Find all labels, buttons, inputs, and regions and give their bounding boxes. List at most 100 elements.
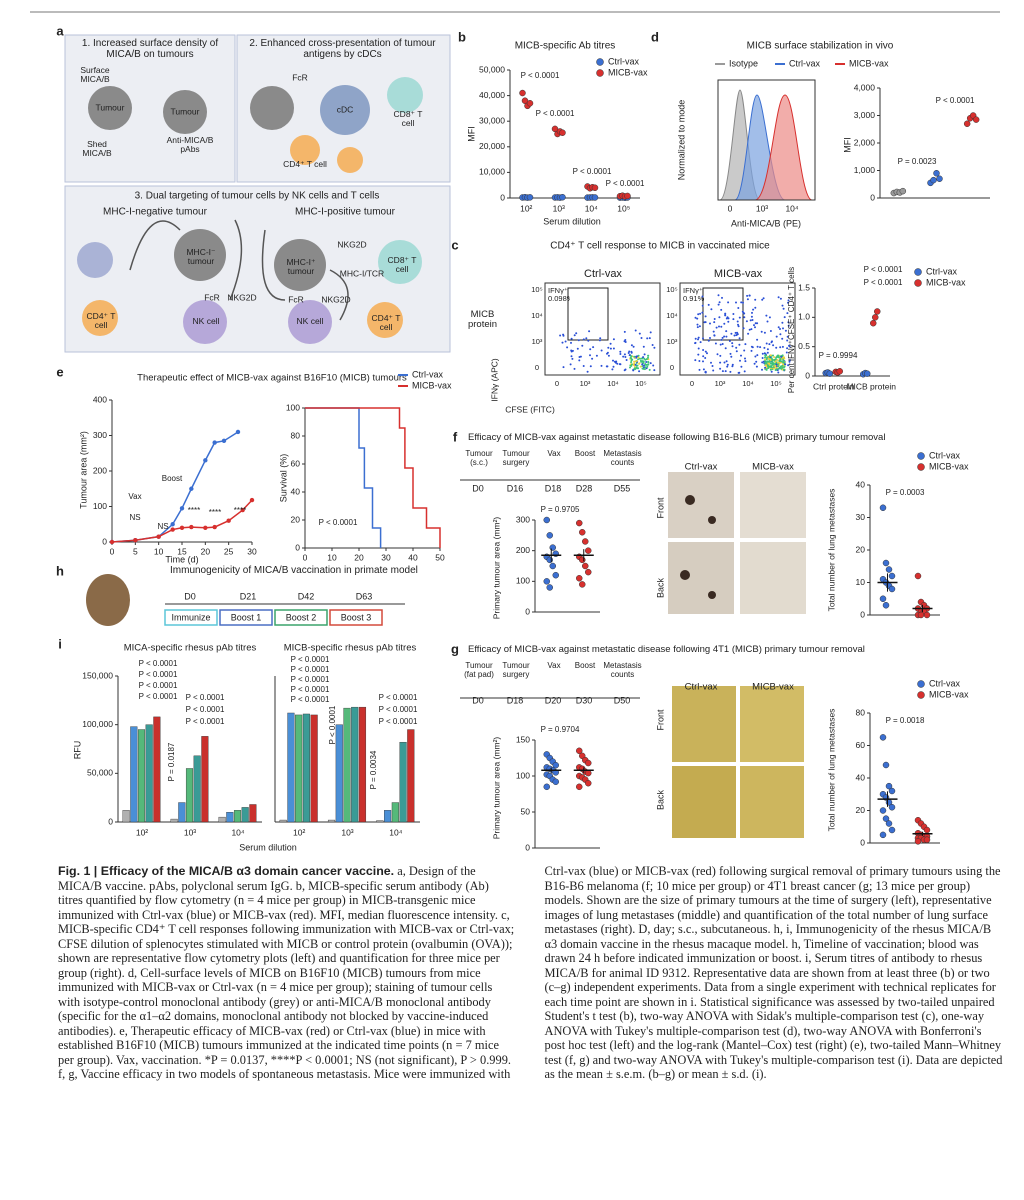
panel-label: h — [56, 563, 64, 578]
event-dot — [787, 321, 790, 324]
label: Normalized to mode — [676, 100, 686, 181]
nk-cell — [183, 300, 227, 344]
event-dot — [718, 301, 721, 304]
event-dot — [746, 298, 749, 301]
legend-marker — [917, 680, 925, 688]
label: MHC-I/TCR — [340, 268, 384, 278]
event-dot — [777, 365, 780, 368]
event-dot — [781, 337, 784, 340]
event-dot — [751, 319, 754, 321]
data-point — [546, 556, 553, 564]
event-dot — [762, 297, 765, 300]
event-dot — [704, 315, 707, 318]
text-box: CD8⁺ T cell — [394, 110, 423, 128]
event-dot — [781, 304, 784, 307]
label: MICB-vax — [714, 268, 763, 280]
label: D50 — [614, 695, 631, 705]
legend-label: MICB-vax — [929, 689, 969, 699]
event-dot — [714, 342, 717, 345]
event-dot — [653, 369, 656, 372]
event-dot — [731, 345, 734, 348]
event-dot — [723, 322, 726, 325]
label: 2. Enhanced cross-presentation of tumour… — [249, 38, 436, 60]
annotation: P < 0.0001 — [291, 685, 330, 694]
event-dot — [640, 357, 643, 360]
event-dot — [770, 362, 773, 365]
annotation: P < 0.0001 — [139, 692, 178, 701]
legend-marker — [596, 58, 604, 66]
data-point — [888, 585, 896, 593]
data-point — [559, 129, 566, 136]
event-dot — [607, 346, 610, 349]
event-dot — [764, 356, 766, 359]
bar — [407, 729, 415, 823]
bar — [295, 714, 303, 823]
legend-marker — [917, 463, 925, 471]
legend-label: Ctrl-vax — [929, 450, 960, 460]
metastasis — [708, 516, 716, 524]
legend-marker — [917, 691, 925, 699]
event-dot — [571, 357, 574, 360]
label: Back — [655, 789, 665, 810]
legend-label: Ctrl-vax — [926, 266, 957, 276]
x-tick-label: 10 — [154, 546, 164, 556]
data-point — [885, 782, 893, 790]
label: D18 — [507, 695, 524, 705]
text-box: Surface MICA/B — [80, 66, 109, 84]
label: Primary tumour area (mm²) — [491, 517, 501, 620]
event-dot — [609, 347, 612, 350]
event-dot — [786, 347, 789, 350]
label: FcR — [292, 72, 308, 82]
label: Efficacy of MICB-vax against metastatic … — [468, 645, 865, 655]
event-dot — [768, 316, 771, 319]
event-dot — [725, 335, 728, 338]
y-tick-label: 100 — [286, 402, 300, 412]
survival-curve — [305, 407, 441, 548]
label: D21 — [240, 591, 257, 601]
y-tick-label: 200 — [516, 545, 530, 555]
event-dot — [721, 343, 724, 345]
x-tick-label: 10⁴ — [231, 827, 244, 837]
annotation: NS — [157, 522, 168, 531]
event-dot — [698, 325, 701, 328]
event-dot — [737, 323, 739, 326]
data-point — [552, 761, 559, 769]
event-dot — [743, 312, 746, 315]
data-point — [133, 538, 138, 543]
label: Immunogenicity of MICA/B vaccination in … — [170, 565, 418, 576]
data-point — [888, 787, 896, 795]
bar — [193, 755, 201, 823]
data-point — [203, 458, 208, 463]
event-dot — [694, 316, 697, 319]
event-dot — [726, 365, 729, 368]
event-dot — [585, 337, 588, 340]
event-dot — [761, 357, 764, 359]
text-box: Immunogenicity of MICA/B vaccination in … — [170, 565, 418, 576]
text-box: 2. Enhanced cross-presentation of tumour… — [249, 38, 436, 60]
x-tick-label: 10³ — [580, 379, 591, 388]
tumour-cell — [163, 90, 207, 134]
lung-photo — [740, 766, 804, 838]
x-tick-label: 10³ — [341, 827, 353, 837]
y-tick-label: 50 — [521, 806, 531, 816]
event-dot — [771, 360, 774, 363]
label: MICB surface stabilization in vivo — [747, 41, 894, 52]
x-tick-label: 10³ — [553, 203, 565, 213]
timeline-box — [274, 609, 328, 626]
data-point — [526, 194, 534, 201]
event-dot — [569, 363, 572, 366]
event-dot — [624, 341, 627, 343]
legend-marker — [917, 452, 925, 460]
event-dot — [776, 359, 779, 361]
text-box: 1. Increased surface density of MICA/B o… — [81, 38, 219, 60]
label: Front — [655, 497, 665, 519]
event-dot — [712, 330, 715, 333]
event-dot — [697, 336, 700, 339]
data-point — [543, 783, 550, 791]
bar — [279, 819, 287, 823]
label: 1. Increased surface density of MICA/B o… — [81, 38, 219, 60]
data-point — [914, 838, 922, 845]
event-dot — [647, 358, 650, 361]
y-tick-label: 0 — [525, 842, 530, 852]
